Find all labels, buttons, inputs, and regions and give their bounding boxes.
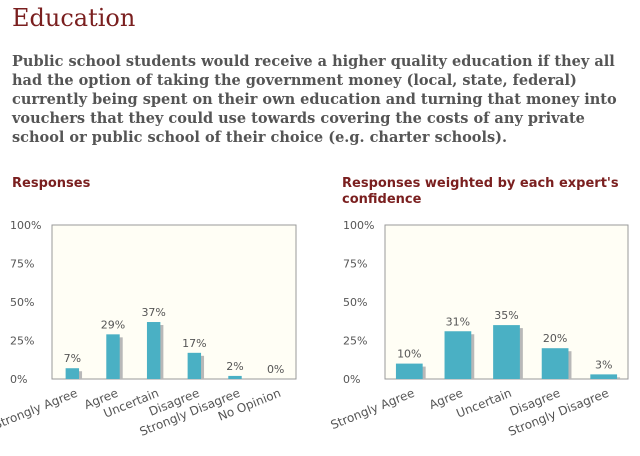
data-label: 35% <box>494 309 518 322</box>
bar <box>228 375 242 379</box>
y-tick-label: 0% <box>10 373 27 386</box>
data-label: 2% <box>226 360 243 373</box>
category-label: Uncertain <box>454 386 513 421</box>
data-label: 37% <box>141 306 165 319</box>
data-label: 31% <box>446 315 470 328</box>
question-text: Public school students would receive a h… <box>12 53 617 146</box>
category-label: Strongly Agree <box>329 386 417 432</box>
y-tick-label: 50% <box>10 296 34 309</box>
y-tick-label: 0% <box>343 373 360 386</box>
y-tick-label: 100% <box>343 219 374 232</box>
y-tick-label: 100% <box>10 219 41 232</box>
data-label: 29% <box>101 318 125 331</box>
bar <box>444 331 472 379</box>
bar <box>590 374 618 379</box>
data-label: 20% <box>543 332 567 345</box>
bar <box>106 334 120 379</box>
chart-title-responses: Responses <box>12 176 91 191</box>
page-title: Education <box>12 4 136 32</box>
plot-area <box>51 224 297 380</box>
y-tick-label: 50% <box>343 296 367 309</box>
bar <box>541 348 569 379</box>
y-tick-label: 75% <box>343 258 367 271</box>
bar <box>65 368 80 379</box>
bar <box>187 352 202 379</box>
y-tick-label: 25% <box>10 335 34 348</box>
bar <box>493 325 520 379</box>
data-label: 10% <box>397 348 421 361</box>
bar <box>395 363 423 379</box>
data-label: 17% <box>182 337 206 350</box>
y-tick-label: 75% <box>10 258 34 271</box>
data-label: 0% <box>267 363 284 376</box>
chart-title-weighted-responses: Responses weighted by each expert's conf… <box>342 176 619 207</box>
bar <box>146 322 161 379</box>
y-tick-label: 25% <box>343 335 367 348</box>
data-label: 7% <box>64 352 81 365</box>
data-label: 3% <box>595 358 612 371</box>
